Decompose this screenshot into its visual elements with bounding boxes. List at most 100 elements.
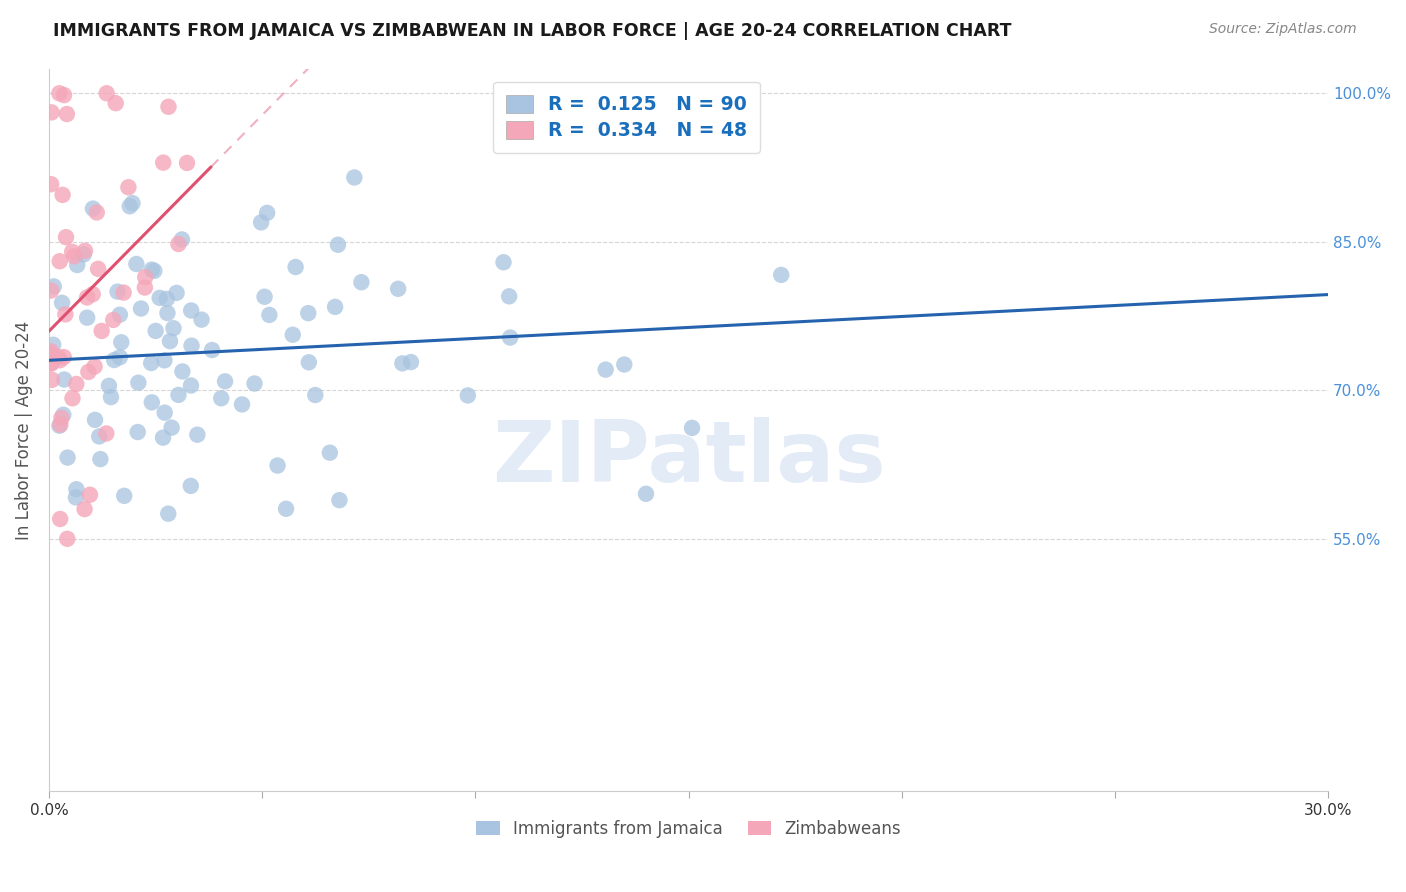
Point	[281, 327, 304, 342]
Point	[112, 285, 135, 300]
Point	[117, 180, 139, 194]
Point	[108, 351, 131, 365]
Point	[152, 155, 174, 169]
Point	[65, 491, 87, 505]
Point	[89, 452, 111, 467]
Point	[350, 275, 373, 289]
Point	[127, 425, 149, 439]
Point	[180, 339, 202, 353]
Point	[297, 306, 319, 320]
Point	[134, 280, 156, 294]
Point	[457, 388, 479, 402]
Point	[681, 421, 703, 435]
Point	[48, 350, 70, 364]
Point	[112, 489, 135, 503]
Point	[86, 205, 108, 219]
Point	[387, 282, 409, 296]
Y-axis label: In Labor Force | Age 20-24: In Labor Force | Age 20-24	[15, 320, 32, 540]
Point	[498, 289, 520, 303]
Point	[162, 321, 184, 335]
Point	[51, 410, 73, 425]
Point	[39, 344, 62, 359]
Point	[166, 285, 188, 300]
Point	[186, 427, 208, 442]
Point	[141, 395, 163, 409]
Point	[48, 87, 70, 101]
Point	[141, 262, 163, 277]
Point	[60, 244, 83, 259]
Point	[190, 312, 212, 326]
Legend: Immigrants from Jamaica, Zimbabweans: Immigrants from Jamaica, Zimbabweans	[470, 813, 908, 845]
Point	[73, 247, 96, 261]
Point	[56, 532, 79, 546]
Point	[153, 406, 176, 420]
Point	[76, 310, 98, 325]
Point	[53, 372, 76, 386]
Point	[39, 177, 62, 191]
Point	[52, 350, 75, 364]
Point	[82, 287, 104, 301]
Point	[156, 306, 179, 320]
Point	[63, 249, 86, 263]
Text: Source: ZipAtlas.com: Source: ZipAtlas.com	[1209, 22, 1357, 37]
Point	[104, 96, 127, 111]
Point	[143, 264, 166, 278]
Point	[84, 413, 107, 427]
Point	[39, 347, 62, 361]
Point	[259, 308, 281, 322]
Point	[73, 244, 96, 258]
Point	[79, 488, 101, 502]
Point	[51, 295, 73, 310]
Point	[156, 292, 179, 306]
Point	[153, 353, 176, 368]
Point	[492, 255, 515, 269]
Point	[42, 279, 65, 293]
Point	[253, 290, 276, 304]
Point	[231, 397, 253, 411]
Point	[66, 258, 89, 272]
Point	[56, 450, 79, 465]
Point	[145, 324, 167, 338]
Point	[176, 156, 198, 170]
Point	[52, 187, 75, 202]
Point	[328, 493, 350, 508]
Point	[770, 268, 793, 282]
Point	[170, 232, 193, 246]
Point	[157, 100, 180, 114]
Point	[298, 355, 321, 369]
Point	[41, 105, 63, 120]
Point	[96, 426, 118, 441]
Point	[304, 388, 326, 402]
Point	[499, 330, 522, 344]
Point	[77, 365, 100, 379]
Point	[62, 392, 84, 406]
Point	[107, 285, 129, 299]
Point	[87, 261, 110, 276]
Point	[274, 501, 297, 516]
Point	[108, 308, 131, 322]
Point	[141, 356, 163, 370]
Point	[48, 254, 70, 268]
Point	[53, 307, 76, 321]
Point	[595, 362, 617, 376]
Point	[48, 418, 70, 433]
Point	[103, 353, 125, 368]
Point	[127, 376, 149, 390]
Point	[243, 376, 266, 391]
Point	[551, 120, 574, 135]
Point	[149, 291, 172, 305]
Point	[49, 353, 72, 368]
Point	[73, 502, 96, 516]
Point	[96, 87, 118, 101]
Point	[82, 202, 104, 216]
Point	[326, 237, 349, 252]
Point	[256, 206, 278, 220]
Point	[100, 390, 122, 404]
Point	[167, 237, 190, 252]
Point	[180, 303, 202, 318]
Point	[129, 301, 152, 316]
Point	[167, 388, 190, 402]
Point	[39, 284, 62, 298]
Point	[53, 88, 76, 103]
Point	[343, 170, 366, 185]
